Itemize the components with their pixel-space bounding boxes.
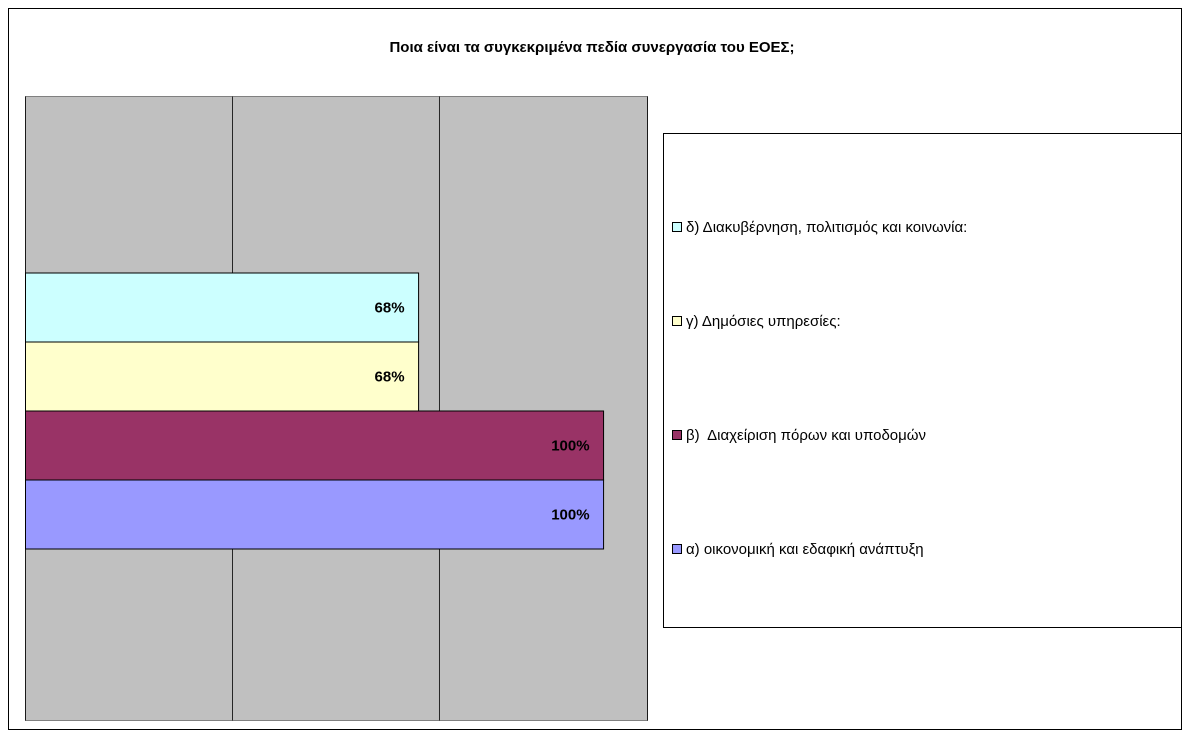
legend-swatch [672,316,682,326]
legend [663,133,1182,628]
value-label: 68% [375,299,405,316]
legend-swatch [672,222,682,232]
legend-label: β) Διαχείριση πόρων και υποδομών [686,427,926,444]
bar [25,410,605,481]
legend-swatch [672,544,682,554]
bar [25,272,420,343]
bar [25,479,605,550]
legend-label: α) οικονομική και εδαφική ανάπτυξη [686,541,924,558]
chart-title: Ποια είναι τα συγκεκριμένα πεδία συνεργα… [389,39,794,56]
legend-label: γ) Δημόσιες υπηρεσίες: [686,313,841,330]
legend-swatch [672,430,682,440]
value-label: 68% [375,368,405,385]
value-label: 100% [551,506,589,523]
value-label: 100% [551,437,589,454]
bar [25,341,420,412]
legend-label: δ) Διακυβέρνηση, πολιτισμός και κοινωνία… [686,219,967,236]
